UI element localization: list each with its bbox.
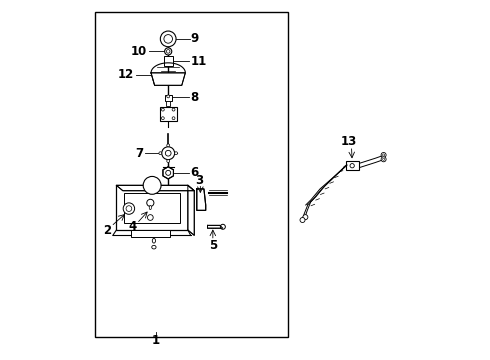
Polygon shape <box>163 167 173 179</box>
Bar <box>167 101 170 106</box>
Circle shape <box>165 48 172 55</box>
Circle shape <box>383 154 385 156</box>
Circle shape <box>350 163 354 168</box>
Circle shape <box>167 50 170 53</box>
Text: 13: 13 <box>341 135 357 148</box>
Text: 4: 4 <box>128 220 137 233</box>
Text: 12: 12 <box>118 68 134 81</box>
Text: 9: 9 <box>191 32 199 45</box>
Text: 5: 5 <box>209 239 217 252</box>
Bar <box>165 95 172 101</box>
Circle shape <box>172 108 175 111</box>
Text: 8: 8 <box>190 91 198 104</box>
Circle shape <box>300 217 305 222</box>
Text: 10: 10 <box>130 45 147 58</box>
Circle shape <box>381 157 386 162</box>
Circle shape <box>126 206 132 211</box>
Polygon shape <box>207 225 223 228</box>
Text: 11: 11 <box>190 55 207 68</box>
Circle shape <box>167 95 170 98</box>
Circle shape <box>160 31 176 47</box>
Circle shape <box>174 152 177 155</box>
Circle shape <box>123 203 135 214</box>
Circle shape <box>383 158 385 160</box>
Circle shape <box>147 215 153 220</box>
Bar <box>124 193 180 223</box>
Text: 6: 6 <box>190 166 198 179</box>
Circle shape <box>159 152 162 155</box>
Circle shape <box>381 153 386 157</box>
Circle shape <box>161 108 164 111</box>
Text: 2: 2 <box>103 224 112 237</box>
Ellipse shape <box>152 246 156 249</box>
Ellipse shape <box>149 205 151 210</box>
Circle shape <box>167 144 170 147</box>
Polygon shape <box>151 73 185 85</box>
Bar <box>164 56 173 66</box>
Circle shape <box>172 117 175 120</box>
Ellipse shape <box>152 238 155 243</box>
Bar <box>346 161 359 170</box>
Circle shape <box>162 147 174 159</box>
Circle shape <box>143 176 161 194</box>
Circle shape <box>220 224 225 229</box>
Circle shape <box>147 199 154 206</box>
Circle shape <box>167 159 170 162</box>
Bar <box>131 230 170 237</box>
Circle shape <box>166 170 171 175</box>
Text: 1: 1 <box>151 333 160 347</box>
Polygon shape <box>188 185 194 235</box>
Polygon shape <box>197 189 206 210</box>
Text: 7: 7 <box>135 147 143 160</box>
Bar <box>95 12 288 337</box>
Polygon shape <box>117 185 194 191</box>
Circle shape <box>164 35 172 43</box>
Bar <box>160 107 177 121</box>
Circle shape <box>165 150 171 156</box>
Bar <box>117 185 188 230</box>
Circle shape <box>161 117 164 120</box>
Circle shape <box>303 215 308 220</box>
Text: 3: 3 <box>195 174 203 186</box>
